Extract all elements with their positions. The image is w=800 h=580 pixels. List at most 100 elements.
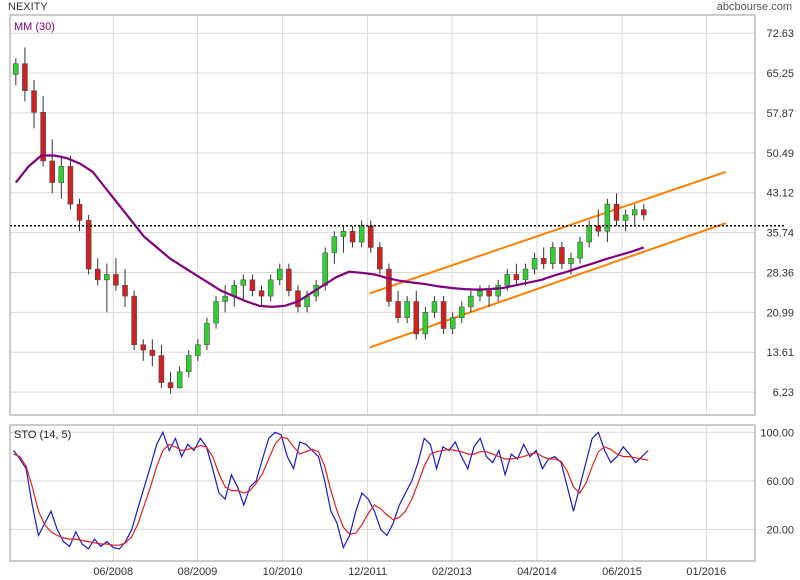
y-tick-label: 43.12 — [766, 188, 794, 200]
sto-d-line — [13, 436, 649, 546]
sto-legend: STO (14, 5) — [14, 429, 71, 441]
x-tick-label: 04/2014 — [517, 566, 557, 578]
candle-body — [140, 344, 146, 351]
candle-body — [641, 209, 647, 216]
candle-body — [222, 295, 228, 302]
price-panel-frame — [9, 14, 756, 416]
candle-body — [76, 203, 83, 221]
candle-body — [295, 290, 301, 308]
x-tick-label: 08/2009 — [178, 566, 218, 578]
candle-body — [176, 371, 183, 389]
candle-body — [604, 203, 611, 232]
candle-body — [550, 247, 556, 264]
x-tick-label: 12/2011 — [348, 566, 387, 578]
candle-body — [431, 301, 438, 313]
candle-body — [531, 257, 538, 270]
candle-body — [586, 225, 592, 243]
candle-body — [276, 268, 283, 281]
x-tick-label: 06/2015 — [602, 566, 642, 578]
candle-body — [395, 301, 401, 318]
candle-body — [158, 355, 165, 383]
moving-average — [14, 154, 645, 309]
candle-body — [358, 225, 365, 243]
candle-body — [522, 268, 529, 281]
y-tick-label: 20.99 — [766, 307, 794, 319]
candle-body — [377, 247, 383, 270]
candle-body — [495, 285, 501, 297]
source-label: abcbourse.com — [716, 1, 792, 13]
candle-body — [113, 274, 119, 286]
candle-body — [67, 166, 74, 205]
x-tick-label: 10/2010 — [263, 566, 303, 578]
candle-body — [204, 322, 210, 345]
candle-body — [240, 279, 247, 286]
candle-body — [94, 268, 101, 281]
candle-body — [477, 290, 483, 297]
candle-body — [622, 214, 629, 221]
candle-body — [267, 279, 274, 297]
candle-body — [595, 225, 602, 232]
stochastic — [13, 430, 649, 550]
channel-lower-line — [369, 222, 727, 349]
candle-body — [440, 301, 447, 329]
candle-body — [559, 247, 565, 264]
candle-body — [568, 257, 574, 264]
candle-body — [258, 290, 265, 297]
candle-body — [195, 344, 201, 356]
candlesticks — [13, 47, 647, 394]
sto-k-line — [13, 430, 649, 550]
candle-body — [49, 160, 55, 183]
candle-body — [122, 285, 128, 297]
candle-body — [40, 112, 46, 162]
candle-body — [613, 203, 620, 221]
channel-upper-line — [369, 170, 727, 295]
candle-body — [486, 290, 492, 297]
panel-frames — [9, 14, 756, 562]
candle-body — [58, 166, 65, 183]
candle-body — [449, 317, 456, 329]
candle-body — [349, 230, 356, 243]
y-tick-label: 28.36 — [766, 268, 794, 280]
candle-body — [31, 90, 37, 113]
candle-body — [540, 257, 547, 264]
trend-channel — [369, 170, 727, 349]
candle-body — [322, 252, 329, 286]
x-tick-label: 01/2016 — [686, 566, 726, 578]
y-tick-label: 50.49 — [766, 148, 794, 160]
sto-tick-label: 100.00 — [760, 427, 794, 439]
candle-body — [13, 63, 19, 75]
axis-labels: 6.23 13.61 20.99 28.36 35.74 43.12 50.49 57.87 6… — [93, 28, 794, 578]
sto-panel-frame — [9, 424, 756, 562]
candle-body — [631, 209, 638, 216]
candle-body — [422, 312, 429, 335]
candle-body — [213, 301, 219, 324]
candle-body — [131, 295, 137, 345]
y-tick-label: 72.63 — [766, 28, 794, 40]
candle-body — [468, 295, 474, 308]
ma-line — [14, 154, 645, 309]
y-tick-label: 57.87 — [766, 108, 794, 120]
candle-body — [104, 274, 110, 281]
price-legend: MM (30) — [14, 21, 55, 33]
candle-body — [185, 355, 192, 373]
candle-body — [413, 301, 420, 335]
candle-body — [577, 241, 583, 259]
x-tick-label: 06/2008 — [93, 566, 133, 578]
candle-body — [331, 236, 338, 254]
y-tick-label: 35.74 — [766, 228, 794, 240]
y-tick-label: 65.25 — [766, 68, 794, 80]
y-tick-label: 6.23 — [773, 387, 794, 399]
candle-body — [286, 268, 292, 291]
chart-title: NEXITY — [8, 1, 48, 13]
candle-body — [167, 382, 174, 389]
x-grid — [112, 15, 707, 561]
candle-body — [249, 279, 256, 291]
candle-body — [22, 63, 28, 91]
candle-body — [149, 349, 156, 356]
candle-body — [513, 274, 520, 281]
candle-body — [340, 230, 347, 237]
candle-body — [386, 268, 392, 302]
sto-tick-label: 60.00 — [766, 476, 794, 488]
candle-body — [368, 225, 374, 248]
